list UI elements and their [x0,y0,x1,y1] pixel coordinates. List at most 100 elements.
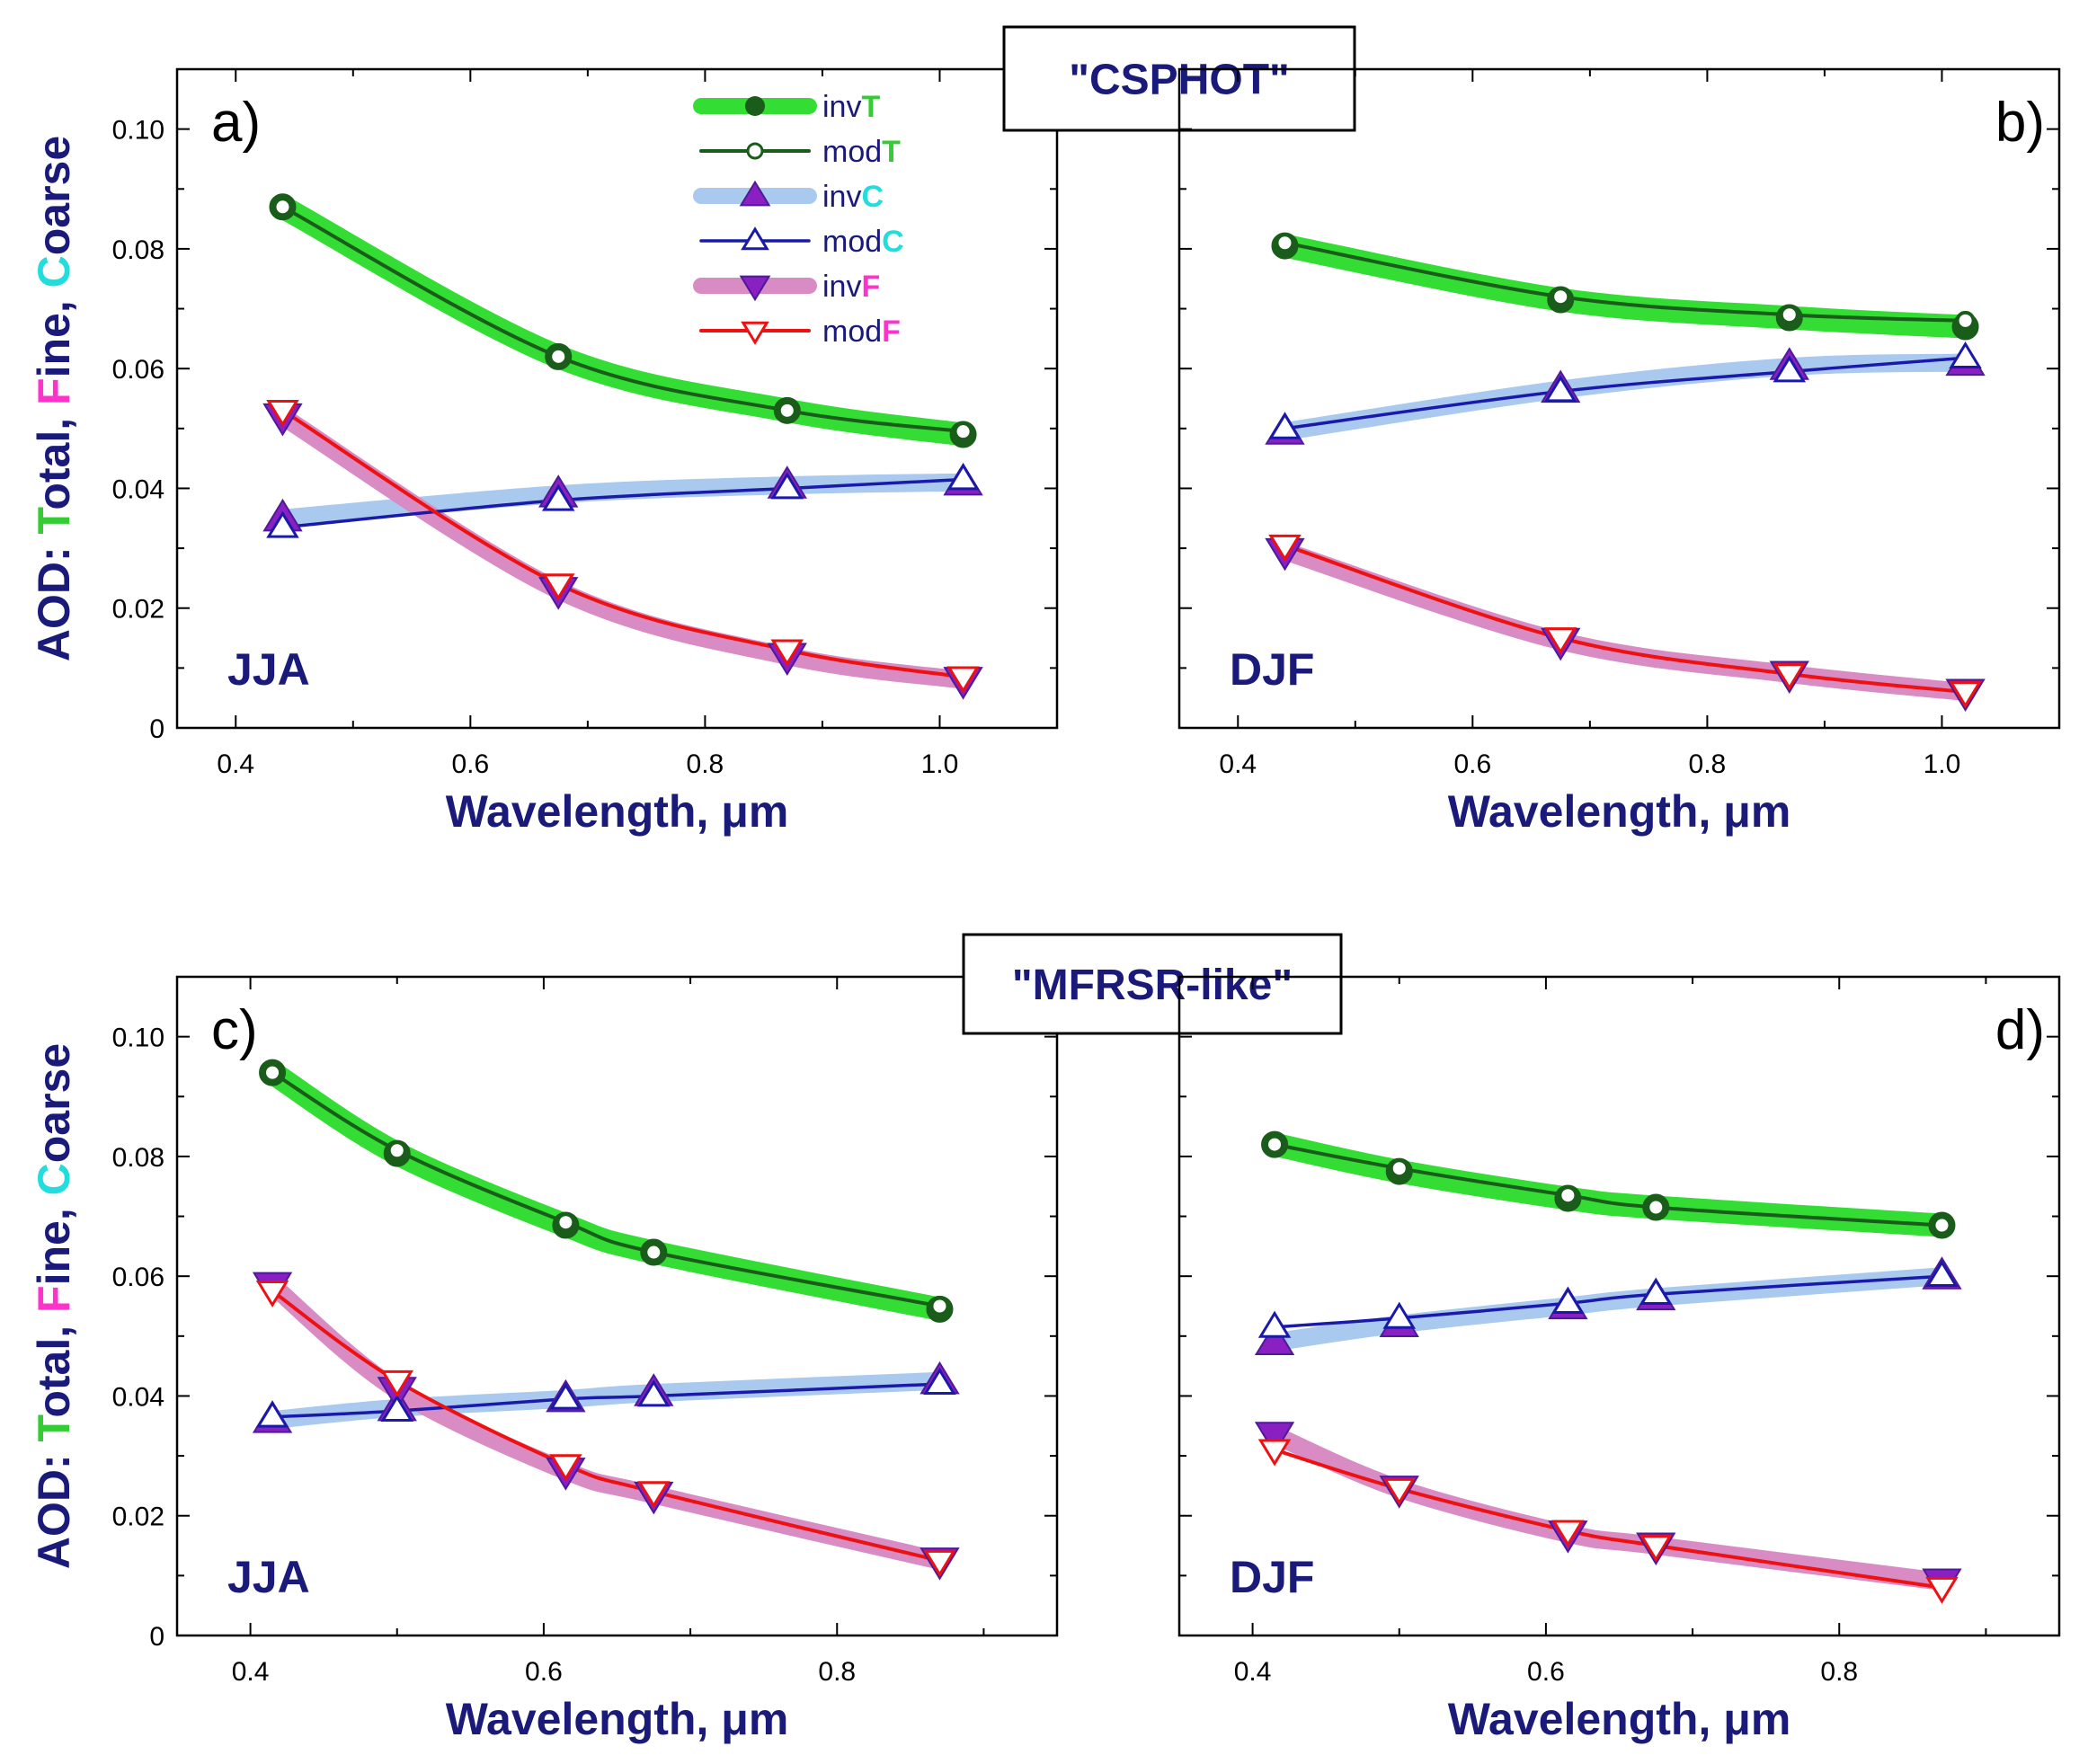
y-tick-label: 0.02 [112,595,164,625]
season-label: JJA [227,644,310,695]
legend-marker-invT [745,96,765,116]
point-modC [1268,412,1302,439]
y-axis-label-part: T [29,508,79,535]
legend-label-suffix: F [882,315,901,349]
point-modT [929,1296,950,1316]
y-axis-label-part: otal, [29,405,79,510]
x-tick-label: 0.4 [1234,1657,1272,1687]
y-tick-label: 0 [149,1622,164,1652]
y-tick-label: 0.10 [112,1024,164,1053]
point-modT [953,421,973,442]
point-modT [1955,310,1976,331]
x-tick-label: 0.6 [451,749,489,779]
series-line-invF [263,1276,949,1570]
point-modF [255,1280,289,1308]
legend-label-prefix: mod [822,225,882,259]
chart-panel-c: 0.4 0.6 0.8 0 0.02 0.04 0.06 0.08 0.10 Wavelength… [29,975,1059,1744]
series-line-invC [1266,1267,1951,1352]
season-label: DJF [1230,1552,1314,1602]
point-modF [380,1370,414,1397]
x-tick-label: 0.8 [1689,749,1727,779]
point-modF [1382,1477,1417,1505]
series-line-modF [271,1289,942,1563]
y-axis-label: AOD: Total, Fine, Coarse [29,1043,79,1569]
y-axis-label-part: AOD: [29,535,79,662]
y-axis-label-part: F [29,1285,79,1313]
legend-label-suffix: T [861,90,880,124]
panel-label: c) [211,999,258,1061]
y-tick-label: 0.04 [112,474,164,504]
y-tick-label: 0.08 [112,1143,164,1173]
point-modT [1646,1197,1666,1218]
plot-frame [175,975,1059,1637]
y-axis-label-part: oarse [29,1043,79,1163]
legend-label-invC: invC [822,180,884,214]
point-modC [1382,1301,1417,1329]
point-modT [1389,1158,1409,1179]
point-invF [1254,1422,1295,1455]
point-modF [946,666,980,694]
chart-panel-d: 0.4 0.6 0.8 Wavelength, μm d) DJF [1177,975,2061,1744]
x-axis-label: Wavelength, μm [446,1694,789,1744]
point-modC [770,472,804,500]
point-modT [1932,1215,1952,1236]
series-line-modF [280,408,965,679]
series-line-invF [273,407,973,689]
point-modT [1275,233,1295,253]
point-modT [555,1212,576,1233]
point-modC [1257,1310,1292,1338]
legend-label-suffix: F [861,270,880,304]
legend-marker-modC [741,226,769,251]
point-modT [272,197,293,217]
point-modC [549,1382,582,1410]
panel-label: d) [1995,999,2045,1061]
legend-label-modC: modC [822,225,904,259]
point-modF [549,1454,582,1482]
x-tick-label: 0.6 [1527,1657,1565,1687]
point-modF [266,399,299,428]
series-line-modT [280,205,965,434]
point-modF [637,1481,671,1509]
legend-label-prefix: inv [822,270,861,304]
point-modF [1949,681,1982,709]
point-modC [1949,341,1982,369]
legend-marker-invF [739,275,771,302]
point-modT [548,346,569,367]
point-modC [923,1367,956,1395]
plot-frame [175,67,1059,730]
legend-label-prefix: mod [822,135,882,169]
series-line-invT [1263,1132,1954,1237]
point-modF [1925,1576,1959,1604]
y-axis-label-part: ine, [29,288,79,377]
point-modF [1257,1439,1292,1467]
point-modT [1550,287,1571,307]
chart-panel-a: 0.4 0.6 0.8 1.0 0 0.02 0.04 0.06 0.08 0.10 Wavelen… [29,67,1059,837]
y-axis-label-part: T [29,1415,79,1442]
point-modF [1639,1535,1673,1563]
x-axis-label: Wavelength, μm [1448,1694,1791,1744]
y-tick-label: 0.06 [112,355,164,385]
point-modF [1268,534,1302,562]
point-modF [1551,1520,1585,1547]
y-tick-label: 0.04 [112,1382,164,1412]
x-tick-label: 1.0 [1924,749,1961,779]
legend-marker-modT [746,142,764,160]
chart-panel-b: 0.4 0.6 0.8 1.0 Wavelength, μm b) DJF [1177,67,2061,837]
series-line-modF [1283,543,1968,694]
season-label: DJF [1230,644,1314,695]
y-tick-label: 0.02 [112,1503,164,1532]
legend-label-prefix: inv [822,90,861,124]
point-modT [1265,1134,1285,1155]
point-modC [1925,1259,1959,1288]
legend-label-prefix: inv [822,180,861,214]
point-modC [1639,1277,1673,1306]
x-axis-label: Wavelength, μm [446,786,789,837]
legend-label-suffix: C [861,180,884,214]
point-modC [1551,1286,1585,1315]
series-line-invT [1273,234,1977,339]
x-tick-label: 0.4 [217,749,254,779]
point-modC [266,510,299,538]
point-modF [541,573,575,601]
x-tick-label: 0.8 [1820,1657,1858,1687]
